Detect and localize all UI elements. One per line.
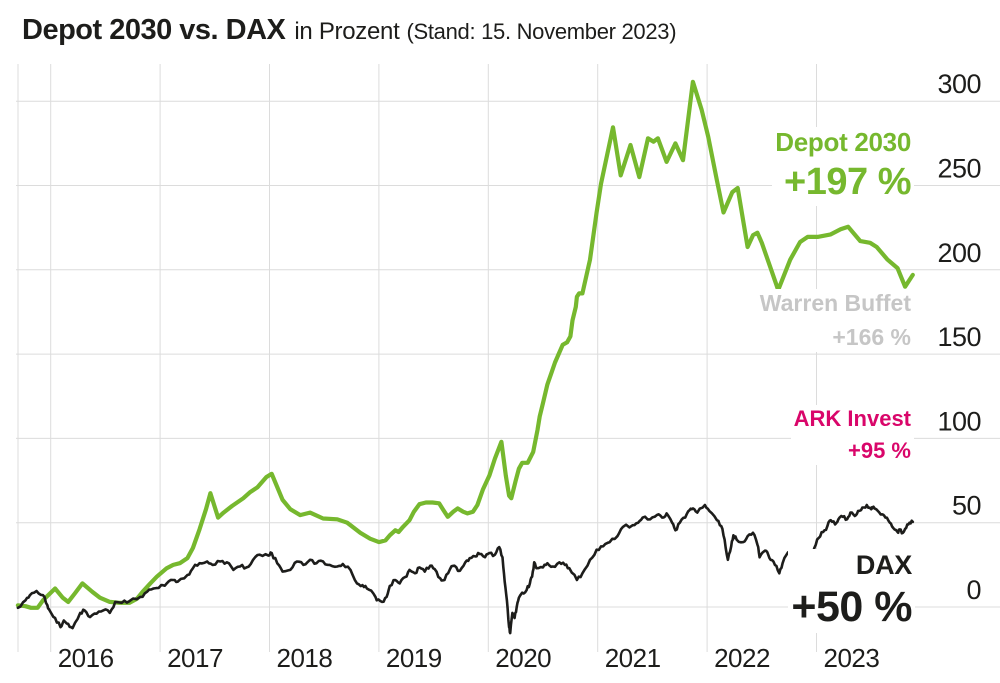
y-axis-label-300: 300 bbox=[937, 69, 981, 99]
title-main: Depot 2030 vs. DAX bbox=[22, 14, 286, 46]
x-axis-label-2022: 2022 bbox=[714, 643, 770, 673]
x-axis-label-2017: 2017 bbox=[167, 643, 223, 673]
annotation-ark-invest-value: +95 % bbox=[848, 438, 911, 464]
title-subtitle: in Prozent bbox=[294, 18, 400, 45]
annotation-dax-value: +50 % bbox=[791, 583, 912, 632]
annotation-dax: DAX +50 % bbox=[788, 549, 915, 634]
y-axis-label-150: 150 bbox=[937, 322, 981, 352]
chart-title: Depot 2030 vs. DAX in Prozent (Stand: 15. … bbox=[22, 14, 677, 47]
y-axis-label-200: 200 bbox=[937, 238, 981, 268]
x-axis-label-2020: 2020 bbox=[495, 643, 551, 673]
x-axis-label-2018: 2018 bbox=[277, 643, 333, 673]
annotation-dax-name: DAX bbox=[855, 550, 912, 580]
x-axis-label-2016: 2016 bbox=[58, 643, 114, 673]
y-axis-label-50: 50 bbox=[952, 491, 981, 521]
annotation-depot-2030-name: Depot 2030 bbox=[775, 127, 911, 157]
title-date-note: (Stand: 15. November 2023) bbox=[406, 19, 677, 44]
annotation-warren-buffet: Warren Buffet +166 % bbox=[756, 289, 914, 352]
annotation-ark-invest: ARK Invest +95 % bbox=[790, 405, 914, 465]
x-axis-label-2019: 2019 bbox=[386, 643, 442, 673]
annotation-warren-buffet-name: Warren Buffet bbox=[759, 290, 911, 316]
y-axis-label-0: 0 bbox=[966, 575, 981, 605]
annotation-depot-2030: Depot 2030 +197 % bbox=[772, 127, 914, 206]
series-line-dax bbox=[16, 503, 915, 635]
series-line-depot-2030 bbox=[15, 79, 915, 610]
y-axis-label-250: 250 bbox=[937, 154, 981, 184]
x-axis-label-2023: 2023 bbox=[824, 643, 880, 673]
annotation-warren-buffet-value: +166 % bbox=[832, 324, 911, 351]
annotation-ark-invest-name: ARK Invest bbox=[793, 406, 911, 431]
x-axis-label-2021: 2021 bbox=[605, 643, 661, 673]
annotation-depot-2030-value: +197 % bbox=[784, 160, 911, 203]
y-axis-label-100: 100 bbox=[937, 406, 981, 436]
